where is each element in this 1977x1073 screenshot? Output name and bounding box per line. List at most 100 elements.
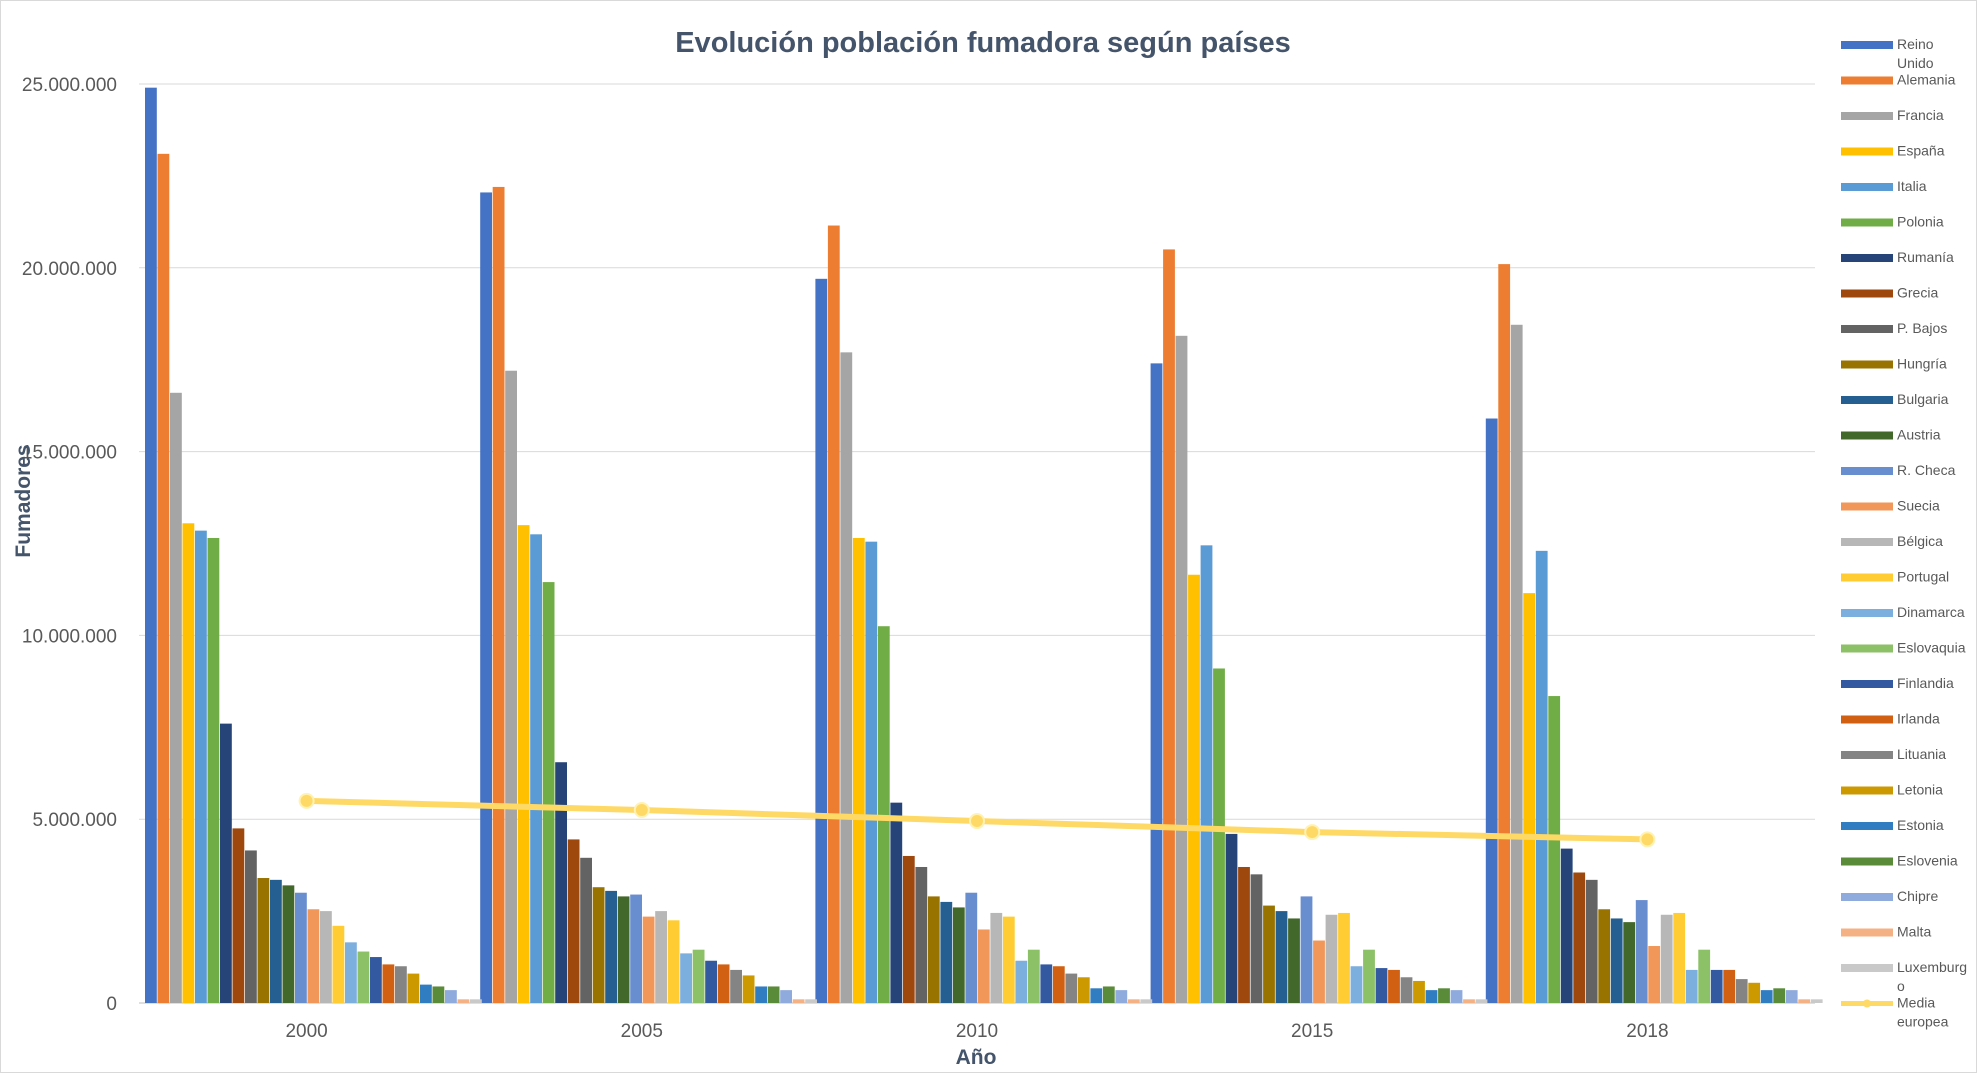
bar <box>357 951 370 1003</box>
x-axis-title: Año <box>956 1046 997 1069</box>
bar <box>1040 964 1053 1003</box>
bar <box>1450 990 1463 1003</box>
legend-swatch <box>1841 431 1893 440</box>
legend-label: Alemania <box>1897 72 1956 88</box>
bar <box>395 966 407 1003</box>
bar <box>692 949 705 1003</box>
bar <box>965 892 978 1003</box>
bar <box>940 901 953 1003</box>
bar <box>630 894 642 1003</box>
bar <box>1127 999 1140 1003</box>
bar <box>617 896 630 1003</box>
bar <box>1102 986 1115 1003</box>
bar <box>877 626 890 1003</box>
y-tick-label: 15.000.000 <box>22 443 117 464</box>
line-point <box>298 792 315 809</box>
legend-label: Suecia <box>1897 498 1940 514</box>
y-tick-label: 10.000.000 <box>22 626 117 647</box>
bar <box>1163 249 1175 1004</box>
bar <box>1535 550 1548 1003</box>
bar <box>445 990 457 1003</box>
bar <box>767 986 780 1003</box>
bar <box>1523 593 1536 1003</box>
bar <box>295 892 307 1003</box>
bar <box>1200 545 1213 1003</box>
legend-swatch <box>1841 289 1893 298</box>
legend-label: Malta <box>1897 924 1931 940</box>
bar <box>195 530 207 1003</box>
bar <box>1598 909 1611 1003</box>
bars <box>145 87 1823 1004</box>
bar <box>1710 969 1723 1003</box>
bar <box>517 525 530 1003</box>
legend-swatch <box>1841 467 1893 475</box>
legend-swatch <box>1841 41 1893 49</box>
bar <box>742 975 755 1003</box>
bar <box>605 890 617 1003</box>
bar <box>730 969 742 1003</box>
y-axis-title: Fumadores <box>12 444 35 557</box>
legend-swatch <box>1841 396 1893 404</box>
bar <box>307 909 320 1003</box>
legend-swatch <box>1841 822 1893 830</box>
average-line <box>298 792 1656 848</box>
legend-label: Rumanía <box>1897 249 1954 265</box>
bar <box>145 87 157 1003</box>
y-axis-ticks: 0 5.000.000 10.000.000 15.000.000 20.000.000… <box>22 75 117 1015</box>
bar <box>1213 668 1225 1003</box>
bar <box>1635 900 1648 1003</box>
bar <box>1510 324 1523 1003</box>
bar <box>1150 363 1163 1004</box>
bar <box>182 523 195 1003</box>
bar <box>1660 914 1673 1003</box>
bar <box>432 986 445 1003</box>
legend-swatch <box>1841 538 1893 546</box>
bar <box>780 990 792 1003</box>
bar <box>1735 979 1748 1003</box>
legend-swatch <box>1841 502 1893 511</box>
bar <box>1350 966 1363 1003</box>
bar <box>1300 896 1313 1003</box>
bar <box>1263 905 1275 1003</box>
legend-swatch <box>1841 112 1893 120</box>
legend-label: Dinamarca <box>1897 604 1965 620</box>
legend-label: R. Checa <box>1897 462 1956 478</box>
legend-label: Eslovaquia <box>1897 640 1966 656</box>
bar <box>1748 982 1761 1003</box>
legend-swatch <box>1841 76 1893 85</box>
x-tick-label: 2015 <box>1291 1021 1333 1042</box>
legend-label: Finlandia <box>1897 675 1954 691</box>
y-tick-label: 25.000.000 <box>22 75 117 96</box>
legend-swatch <box>1841 147 1893 156</box>
bar <box>157 153 170 1003</box>
bar <box>1065 973 1078 1003</box>
bar <box>840 352 853 1003</box>
bar <box>927 896 940 1003</box>
bar <box>1463 999 1475 1003</box>
bar <box>580 857 592 1003</box>
legend-label: Portugal <box>1897 569 1949 585</box>
bar <box>220 723 232 1003</box>
bar <box>1548 696 1561 1003</box>
bar <box>207 537 220 1003</box>
legend-label: España <box>1897 143 1945 159</box>
bar <box>852 537 865 1003</box>
bar <box>1413 980 1425 1003</box>
bar <box>815 278 828 1003</box>
bar <box>755 986 767 1003</box>
bar <box>1052 966 1065 1003</box>
bar <box>1425 990 1438 1003</box>
bar <box>332 925 345 1003</box>
line-point <box>1304 824 1321 841</box>
bar <box>257 878 270 1003</box>
legend-label: Luxemburg o <box>1897 959 1967 994</box>
legend-label: Letonia <box>1897 782 1943 798</box>
legend-swatch <box>1841 893 1893 901</box>
legend-swatch <box>1841 857 1893 866</box>
bar <box>1325 914 1338 1003</box>
bar <box>1175 335 1188 1003</box>
bar <box>492 186 505 1004</box>
bar <box>1438 988 1450 1003</box>
bar <box>1648 946 1661 1003</box>
bar <box>1400 977 1413 1003</box>
